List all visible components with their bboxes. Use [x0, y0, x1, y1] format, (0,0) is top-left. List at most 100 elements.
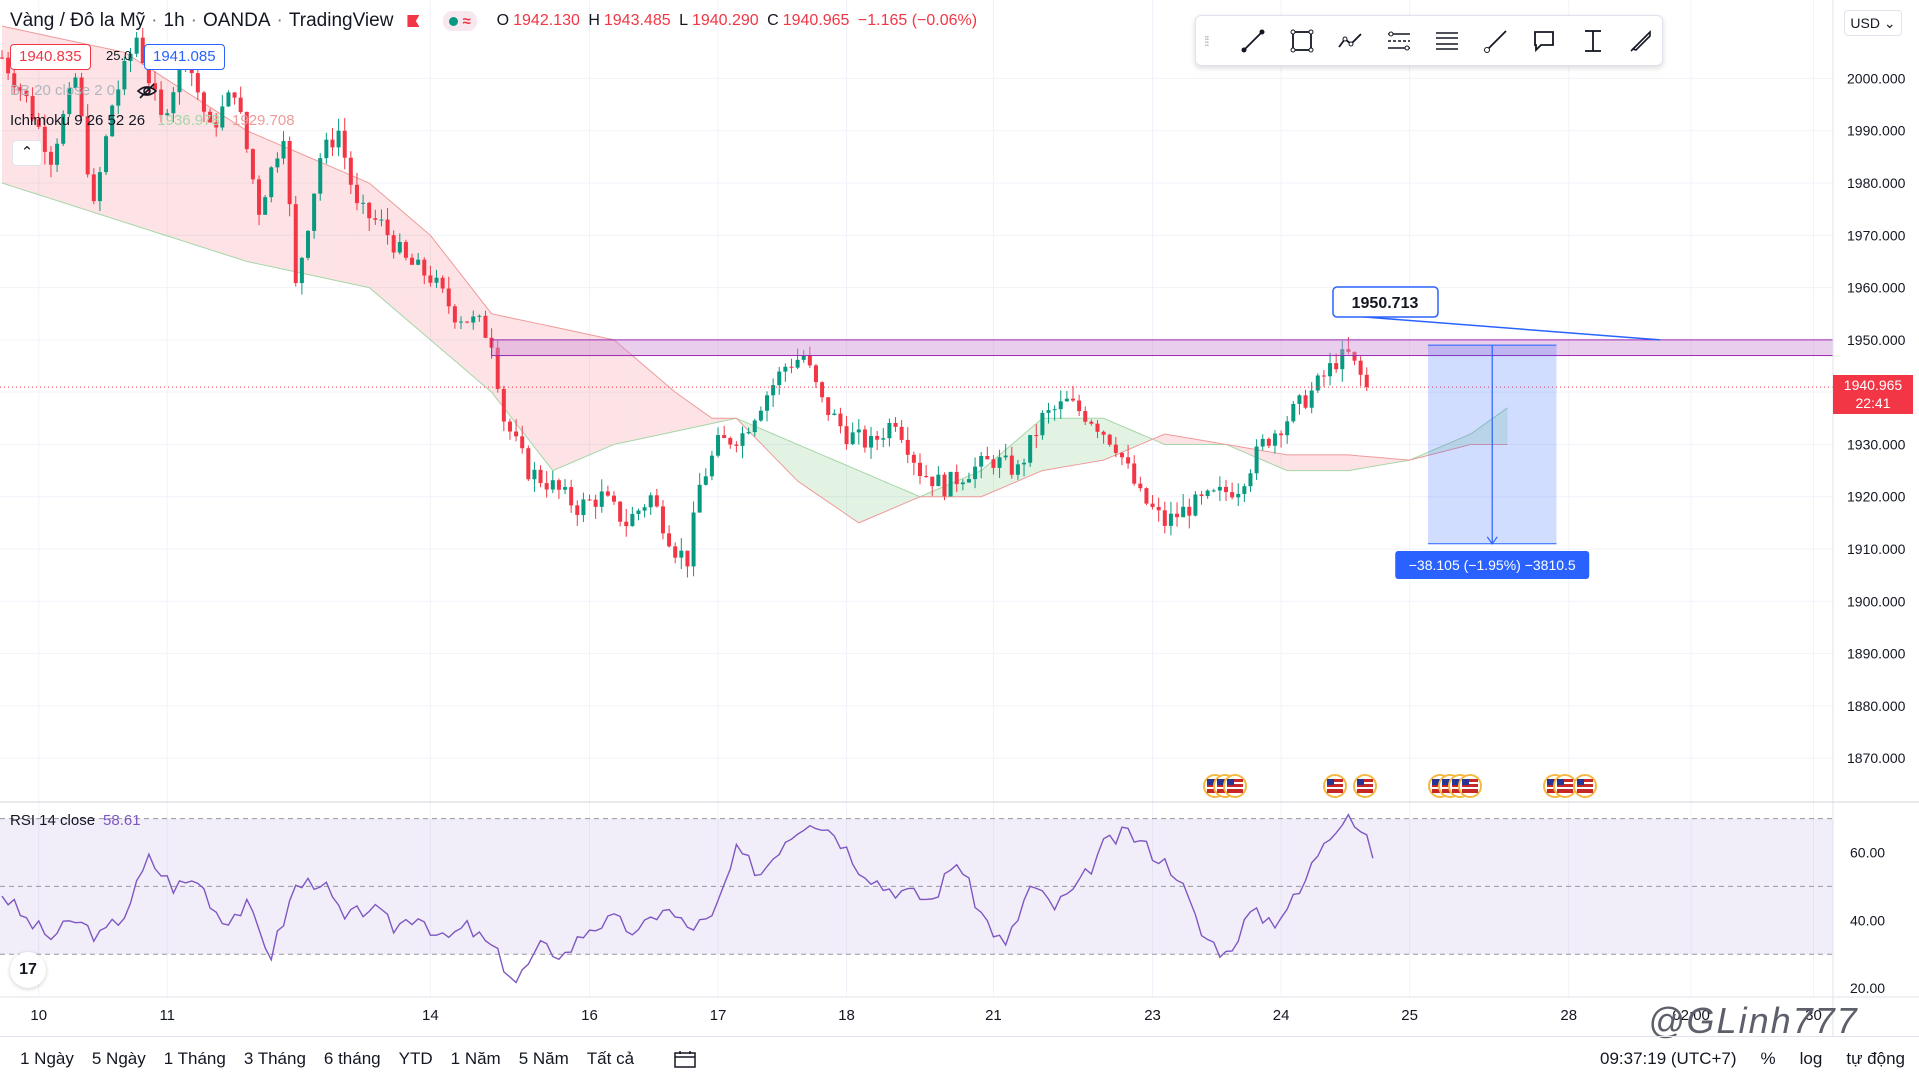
fib-channel-icon[interactable] [1427, 22, 1468, 60]
candle [110, 104, 115, 137]
candle-body [507, 421, 512, 432]
sell-price-button[interactable]: 1940.835 [10, 44, 91, 70]
candle-body [159, 89, 164, 116]
candle [342, 118, 347, 170]
candle [1034, 424, 1039, 449]
candle-body [1058, 401, 1063, 410]
parallel-channel-icon[interactable] [1378, 22, 1419, 60]
candle-body [667, 533, 672, 547]
rsi-legend[interactable]: RSI 14 close 58.61 [10, 812, 141, 829]
ichimoku-indicator-legend[interactable]: Ichimoku 9 26 52 26 1936.978 1929.708 [10, 112, 295, 129]
drag-handle-icon[interactable]: ⁞⁞ [1204, 32, 1210, 49]
cloud-segment [1017, 428, 1031, 482]
range-5y-button[interactable]: 5 Năm [518, 1048, 569, 1068]
rsi-pane [0, 813, 1833, 984]
candle-body [55, 143, 60, 165]
range-5d-button[interactable]: 5 Ngày [91, 1048, 146, 1068]
cloud-segment [503, 316, 517, 424]
callout-icon[interactable] [1524, 22, 1565, 60]
candle-body [330, 139, 335, 148]
candle [293, 195, 298, 287]
candle-body [1113, 444, 1118, 453]
cloud-segment [1287, 454, 1300, 471]
candle-body [556, 480, 561, 490]
range-6m-button[interactable]: 6 tháng [323, 1048, 381, 1068]
candle-body [1101, 431, 1106, 435]
high-value: 1943.485 [603, 12, 671, 29]
candle-body [948, 471, 953, 497]
candle-body [1279, 433, 1284, 436]
candle-body [875, 435, 880, 440]
path-icon[interactable] [1330, 22, 1371, 60]
auto-scale-toggle[interactable]: tự động [1846, 1048, 1905, 1068]
collapse-legend-button[interactable]: ⌃ [12, 140, 42, 166]
cloud-segment [1372, 456, 1386, 467]
candle-body [538, 469, 543, 484]
market-status-badge[interactable]: ≈ [443, 11, 477, 31]
range-ytd-button[interactable]: YTD [398, 1048, 433, 1068]
candle-body [593, 499, 598, 507]
open-value: 1942.130 [513, 12, 580, 29]
candle-body [1211, 490, 1216, 492]
bb-indicator-legend[interactable]: BB 20 close 2 0 [10, 82, 116, 99]
drawings-layer[interactable]: 1950.713 −38.105 (−1.95%) −3810.5 [0, 286, 1851, 798]
range-1d-button[interactable]: 1 Ngày [20, 1048, 74, 1068]
rectangle-icon[interactable] [1281, 22, 1322, 60]
candle [734, 441, 739, 453]
hidden-eye-icon[interactable] [136, 82, 158, 100]
candle [459, 316, 463, 330]
candle [67, 82, 72, 118]
range-1y-button[interactable]: 1 Năm [450, 1048, 501, 1068]
candle-body [1309, 390, 1314, 408]
interval-label[interactable]: 1h [163, 10, 185, 31]
ray-icon[interactable] [1475, 22, 1516, 60]
candle [697, 472, 702, 513]
candle-body [153, 83, 157, 90]
price-range-icon[interactable] [1572, 22, 1613, 60]
range-1m-button[interactable]: 1 Tháng [163, 1048, 226, 1068]
change-value: −1.165 (−0.06%) [857, 12, 978, 29]
chart-canvas[interactable]: 1950.713 −38.105 (−1.95%) −3810.5 2000.00… [0, 0, 1919, 1036]
range-3m-button[interactable]: 3 Tháng [243, 1048, 306, 1068]
time-tick-label: 30 [1805, 1007, 1822, 1024]
candle [765, 391, 769, 422]
candle [36, 112, 41, 130]
flag-icon[interactable] [407, 15, 420, 27]
candle [275, 152, 280, 173]
candle-body [24, 90, 29, 97]
candle [1303, 389, 1308, 410]
candle-body [709, 455, 714, 477]
brush-icon[interactable] [1620, 22, 1661, 60]
tradingview-logo-icon[interactable]: 17 [10, 952, 46, 988]
range-all-button[interactable]: Tất cả [586, 1048, 635, 1068]
candle [73, 73, 78, 90]
buy-price-button[interactable]: 1941.085 [144, 44, 225, 70]
candle-body [312, 193, 317, 231]
clock-timezone[interactable]: 09:37:19 (UTC+7) [1599, 1048, 1737, 1068]
candle-body [758, 410, 763, 421]
candle-body [67, 87, 72, 115]
candle [336, 118, 341, 157]
candle-body [373, 218, 378, 220]
log-scale-toggle[interactable]: log [1799, 1048, 1823, 1068]
candle [1101, 430, 1106, 444]
candle-body [483, 315, 488, 338]
trend-line-icon[interactable] [1233, 22, 1274, 60]
candle [140, 27, 145, 65]
candle [918, 453, 922, 485]
ichimoku-value-2: 1929.708 [232, 112, 295, 129]
go-to-date-icon[interactable] [674, 1050, 696, 1068]
cloud-segment [1299, 454, 1312, 471]
percent-scale-toggle[interactable]: % [1760, 1048, 1776, 1068]
candle-body [599, 491, 604, 507]
callout-pointer [1351, 315, 1661, 341]
candle-body [238, 97, 243, 113]
candle-body [1138, 483, 1143, 489]
candle [1242, 483, 1247, 503]
candle-body [783, 366, 788, 372]
us-event-flag-icon [1353, 774, 1377, 798]
symbol-name[interactable]: Vàng / Đô la Mỹ [10, 10, 146, 31]
candle-body [997, 457, 1002, 468]
candle [593, 494, 598, 519]
currency-select[interactable]: USD ⌄ [1844, 10, 1902, 36]
